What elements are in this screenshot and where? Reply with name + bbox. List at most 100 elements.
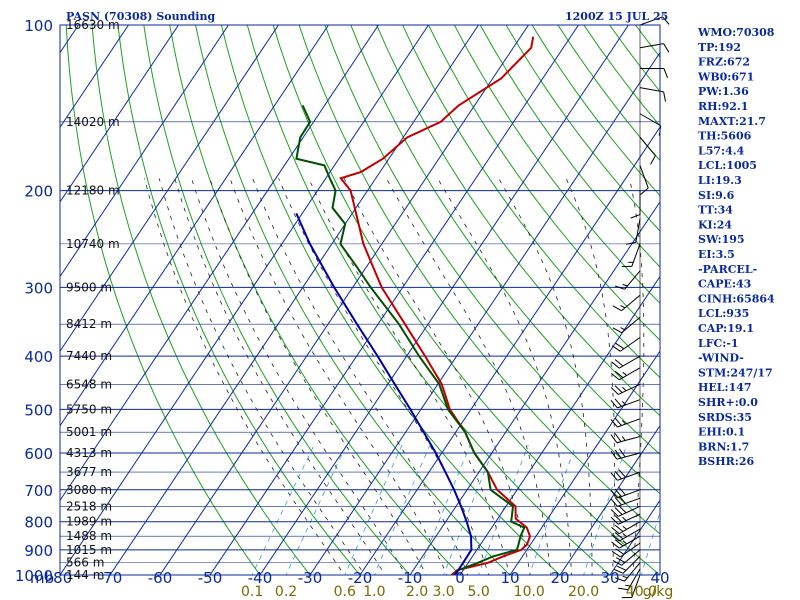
pressure-tick-label: 300 [24,279,53,297]
barb-staff [639,136,656,156]
barb-flag [614,433,622,442]
barb-flag [663,91,666,102]
index-item: CAP:19.1 [698,322,754,335]
isotherm [309,51,660,575]
temperature-tick-label: 40 [650,569,669,587]
barb-flag [618,487,626,496]
dry-adiabat [402,25,660,379]
index-item: SI:9.6 [698,189,735,202]
barb-staff [618,355,641,369]
index-item: MAXT:21.7 [698,115,766,128]
wind-barb [610,513,641,525]
isotherm [359,126,660,575]
height-label: 5750 m [66,402,112,416]
wind-barb [610,505,641,517]
mixing-ratio-line [373,444,431,575]
temperature-tick-label: 20 [550,569,569,587]
barb-staff [624,562,641,582]
mixing-ratio-line [251,444,315,575]
barb-staff [617,489,641,499]
dry-adiabat [791,25,800,587]
barb-flag [625,241,636,245]
barb-flag [614,524,624,532]
barb-half-flag [621,400,626,406]
barb-flag [610,434,618,444]
wind-barb [611,355,641,369]
mixing-ratio-unit: g/kg [643,584,674,600]
dry-adiabat [65,25,261,575]
moist-adiabat [343,178,531,575]
isotherm [60,25,329,427]
wind-barb [611,521,641,535]
mixing-ratio-label: 0.1 [241,584,263,600]
wind-barb [610,433,641,444]
height-label: 10740 m [66,237,120,251]
mixing-ratio-label: 10.0 [514,584,545,600]
wind-barbs [610,16,670,599]
index-item: WB0:671 [697,70,754,83]
barb-flag [614,398,622,407]
wind-barb [612,294,641,312]
barb-staff [620,337,641,352]
wind-barb [610,469,641,481]
wind-barb [639,16,670,26]
barb-staff [621,294,641,312]
pressure-tick-label: 100 [24,17,53,35]
mixing-ratio-label: 3.0 [432,584,454,600]
wind-barb [639,113,662,136]
dry-adiabat [169,25,461,575]
pressure-tick-label: 800 [24,514,53,532]
height-label: 1015 m [66,543,112,557]
barb-half-flag [625,584,631,587]
station-title: PASN (70308) Sounding [66,10,215,23]
pressure-tick-label: 400 [24,348,53,366]
temperature-tick-label: 10 [500,569,519,587]
height-label: 8412 m [66,317,112,331]
pressure-tick-label: 600 [24,445,53,463]
barb-half-flag [620,327,626,331]
barb-flag [618,469,626,478]
barb-staff [618,367,641,381]
mixing-ratio-label: 0.6 [334,584,356,600]
index-item: LFC:-1 [698,337,739,350]
barb-half-flag [622,575,628,579]
temperature-tick-label: 0 [455,569,465,587]
barb-half-flag [621,419,626,425]
barb-flag [610,509,619,517]
barb-flag [618,448,626,458]
barb-flag [663,68,669,79]
moist-adiabat [308,178,510,575]
index-item: SRDS:35 [698,411,752,424]
barb-flag [610,498,618,507]
barb-flag [610,399,618,409]
wind-barb [639,136,656,165]
barb-flag [610,490,618,499]
dewpoint-line [295,104,526,575]
index-item: STM:247/17 [698,366,773,379]
isotherm [459,275,660,575]
isotherm [159,25,529,575]
barb-flag [611,361,620,369]
plot-frame [59,24,661,576]
index-item: EI:3.5 [698,248,735,261]
index-item: BRN:1.7 [698,440,749,453]
pressure-axis-label: mb [30,569,54,587]
height-label: 1488 m [66,529,112,543]
moist-adiabat [158,178,366,575]
dry-adiabat [505,25,660,232]
isotherm [60,25,429,575]
dry-adiabat [350,25,660,455]
temperature-tick-label: -10 [398,569,423,587]
wind-barb [611,337,641,352]
dry-adiabat [91,25,311,575]
index-item: -PARCEL- [698,263,757,276]
height-label: 3677 m [66,465,112,479]
index-item: BSHR:26 [698,455,754,468]
barb-flag [613,568,624,574]
height-label: 9500 m [66,280,112,294]
barb-flag [614,577,625,582]
dry-adiabat [479,25,660,268]
sounding-time: 1200Z 15 JUL 25 [565,10,668,23]
wind-barb [625,218,641,245]
moist-adiabats [144,178,645,575]
